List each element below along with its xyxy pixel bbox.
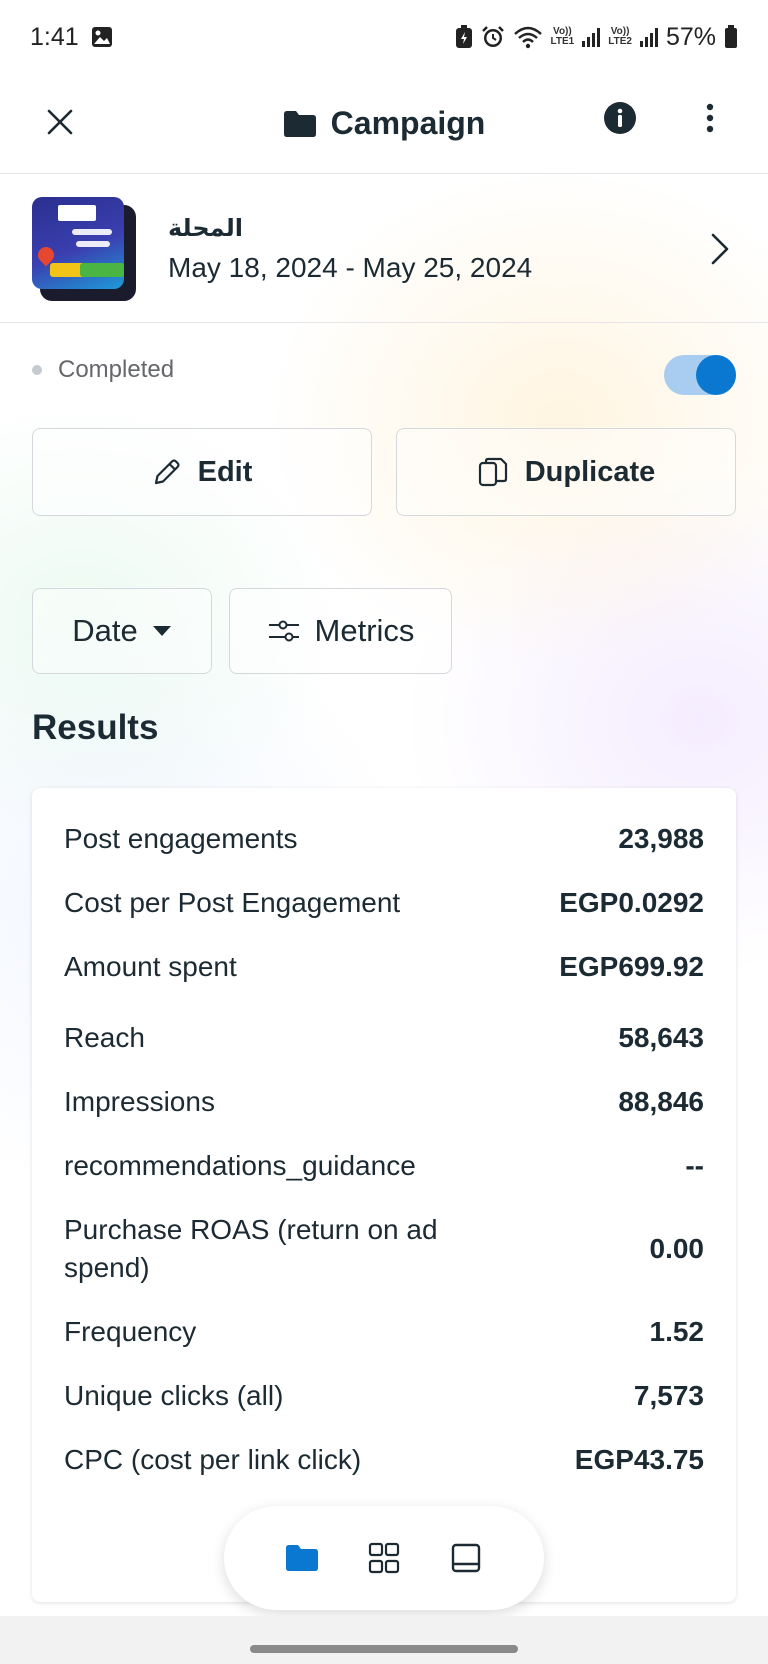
metric-row-impressions: Impressions 88,846 [64,1083,704,1121]
metric-row-reach: Reach 58,643 [64,1019,704,1057]
edit-button[interactable]: Edit [32,428,372,516]
metrics-label: Metrics [314,613,415,648]
status-label: Completed [58,356,175,383]
sliders-icon [268,620,299,642]
battery-icon [724,25,738,49]
metric-row-cpc: CPC (cost per link click) EGP43.75 [64,1441,704,1479]
metric-value: 88,846 [618,1086,704,1117]
bottom-navigation [224,1506,544,1610]
metric-value: 23,988 [618,823,704,854]
home-gesture-handle[interactable] [250,1645,518,1653]
page-title: Campaign [330,105,486,141]
metric-value: 0.00 [649,1233,705,1264]
metric-row-purchase-roas: Purchase ROAS (return on ad spend) 0.00 [64,1211,704,1287]
gallery-notification-icon [91,26,113,48]
status-dot-icon [32,365,42,375]
metric-value: 7,573 [633,1380,704,1411]
metric-label: Amount spent [64,951,237,982]
network-label-lte2: Vo)) LTE2 [608,26,632,47]
close-button[interactable] [40,102,80,142]
top-app-bar: Campaign [0,74,768,174]
campaign-thumbnail [32,196,136,301]
metric-value: 1.52 [649,1316,705,1347]
system-navigation-bar [0,1616,768,1664]
metric-label: Frequency [64,1316,197,1347]
network-label-lte1: Vo)) LTE1 [550,26,575,47]
metric-row-unique-clicks: Unique clicks (all) 7,573 [64,1377,704,1415]
metric-value: EGP43.75 [574,1444,704,1475]
caret-down-icon [152,626,171,636]
campaign-name: المحلة [168,213,243,242]
more-vertical-icon [706,103,714,133]
metric-label: Post engagements [64,823,298,854]
status-time: 1:41 [30,22,79,51]
status-bar: 1:41 Vo)) LTE1 Vo)) LTE2 57% [0,0,768,74]
metric-value: -- [685,1150,704,1181]
campaign-info: المحلة May 18, 2024 - May 25, 2024 [168,214,532,284]
metric-label: Unique clicks (all) [64,1380,284,1411]
date-filter-label: Date [72,613,138,648]
alarm-icon [481,25,505,49]
more-options-button[interactable] [690,98,730,138]
campaign-dates: May 18, 2024 - May 25, 2024 [168,251,533,283]
info-icon [604,102,636,134]
metric-row-cost-per-engagement: Cost per Post Engagement EGP0.0292 [64,884,704,922]
metric-row-post-engagements: Post engagements 23,988 [64,820,704,858]
metric-value: EGP0.0292 [559,887,704,918]
duplicate-label: Duplicate [524,455,656,488]
metric-label: recommendations_guidance [64,1150,416,1181]
wifi-icon [513,25,543,49]
nav-campaigns-button[interactable] [284,1540,320,1576]
battery-saver-icon [455,25,473,49]
status-left: 1:41 [30,23,113,52]
pencil-icon [154,459,180,485]
campaign-header-row[interactable]: المحلة May 18, 2024 - May 25, 2024 [0,175,768,323]
metric-value: EGP699.92 [559,951,704,982]
nav-grid-button[interactable] [366,1540,402,1576]
open-campaign-chevron[interactable] [700,229,740,269]
duplicate-icon [478,457,507,487]
duplicate-button[interactable]: Duplicate [396,428,736,516]
chevron-right-icon [711,233,729,265]
results-card: Post engagements 23,988 Cost per Post En… [32,788,736,1602]
metric-label: Reach [64,1022,145,1053]
nav-tablet-button[interactable] [448,1540,484,1576]
metric-label: Cost per Post Engagement [64,887,401,918]
campaign-status: Completed [32,356,174,384]
close-icon [47,109,73,135]
metrics-button[interactable]: Metrics [229,588,452,674]
metric-row-recommendations-guidance: recommendations_guidance -- [64,1147,704,1185]
signal-icon [582,27,601,47]
info-button[interactable] [600,98,640,138]
results-heading: Results [32,708,159,747]
campaign-on-off-toggle[interactable] [664,355,736,395]
edit-label: Edit [197,455,253,488]
date-filter-dropdown[interactable]: Date [32,588,212,674]
folder-icon [286,1545,318,1571]
app-title-wrap: Campaign [283,105,486,142]
battery-percent: 57% [665,22,716,51]
metric-label: Impressions [64,1086,215,1117]
folder-icon [283,110,316,137]
metric-row-frequency: Frequency 1.52 [64,1313,704,1351]
tablet-icon [451,1543,481,1573]
status-right: Vo)) LTE1 Vo)) LTE2 57% [455,23,738,52]
toggle-knob [696,355,736,395]
metric-row-amount-spent: Amount spent EGP699.92 [64,948,704,986]
metric-label: Purchase ROAS (return on ad spend) [64,1214,438,1283]
grid-icon [368,1542,400,1574]
metric-value: 58,643 [618,1022,704,1053]
metric-label: CPC (cost per link click) [64,1444,362,1475]
signal-icon [639,27,658,47]
